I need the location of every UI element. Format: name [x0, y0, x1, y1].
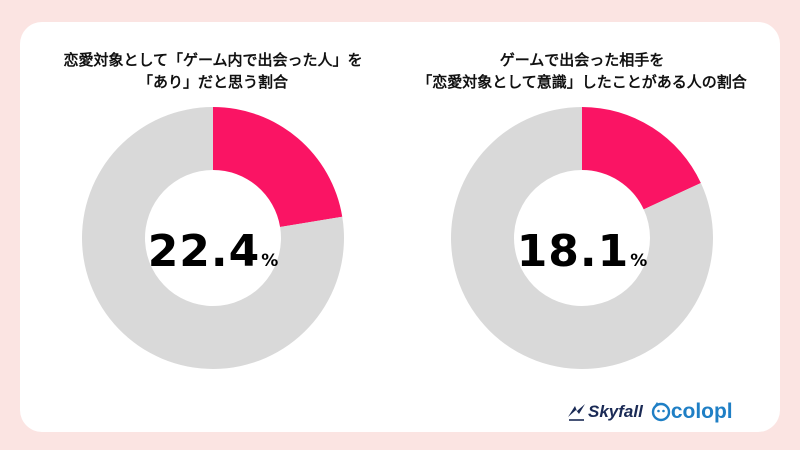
center-value-left: 22.4 [147, 226, 261, 277]
donut-slice-left-1 [82, 107, 344, 369]
center-percentage-left: 22.4% [145, 224, 281, 289]
chart-title-left: 恋愛対象として「ゲーム内で出会った人」を 「あり」だと思う割合 [33, 49, 393, 93]
colopl-logo: colopl [651, 400, 733, 424]
colopl-mascot-icon [651, 402, 671, 422]
donut-chart-left [82, 107, 344, 369]
chart-title-left-line-1: 恋愛対象として「ゲーム内で出会った人」を [63, 51, 363, 69]
logo-area: Skyfall colopl [566, 400, 733, 424]
donut-chart-right [451, 107, 713, 369]
skyfall-bird-icon [568, 404, 585, 421]
donut-slice-left-0 [213, 107, 343, 227]
center-percentage-right: 18.1% [514, 224, 650, 289]
chart-title-right: ゲームで出会った相手を 「恋愛対象として意識」したことがある人の割合 [402, 49, 762, 93]
center-unit-right: % [630, 251, 648, 271]
chart-title-left-line-2: 「あり」だと思う割合 [137, 73, 288, 91]
center-unit-left: % [261, 251, 279, 271]
chart-title-right-line-2: 「恋愛対象として意識」したことがある人の割合 [417, 73, 747, 91]
skyfall-logo: Skyfall [566, 402, 643, 422]
skyfall-logo-text: Skyfall [588, 402, 643, 421]
chart-title-right-line-1: ゲームで出会った相手を [499, 51, 665, 69]
donut-slice-right-1 [451, 107, 713, 369]
donut-slice-right-0 [582, 107, 701, 210]
center-value-right: 18.1 [516, 226, 630, 277]
colopl-logo-text: colopl [670, 400, 733, 423]
